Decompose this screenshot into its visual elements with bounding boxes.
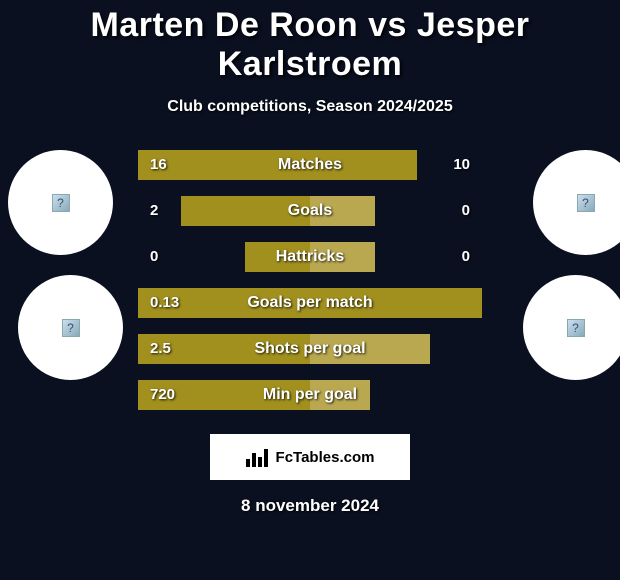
stat-row: Min per goal720 — [138, 380, 482, 410]
bar-track-left — [138, 334, 310, 364]
bar-track-right — [310, 150, 482, 180]
bar-track-left — [138, 150, 310, 180]
bar-right — [310, 150, 417, 180]
credit-badge: FcTables.com — [210, 434, 410, 480]
player1-club-avatar: ? — [18, 275, 123, 380]
subtitle: Club competitions, Season 2024/2025 — [0, 98, 620, 116]
bar-left — [138, 380, 310, 410]
stat-row: Hattricks00 — [138, 242, 482, 272]
bar-track-left — [138, 196, 310, 226]
fctables-logo-icon — [246, 447, 270, 467]
bar-track-left — [138, 242, 310, 272]
credit-text: FcTables.com — [276, 449, 375, 466]
image-placeholder-icon: ? — [62, 319, 80, 337]
bar-right — [310, 242, 375, 272]
stat-row: Goals per match0.13 — [138, 288, 482, 318]
player2-club-avatar: ? — [523, 275, 620, 380]
bar-track-left — [138, 380, 310, 410]
bar-track-left — [138, 288, 310, 318]
bar-right — [310, 196, 375, 226]
bar-track-right — [310, 380, 482, 410]
bar-track-right — [310, 334, 482, 364]
player1-avatar: ? — [8, 150, 113, 255]
bar-right — [310, 380, 370, 410]
bar-track-right — [310, 242, 482, 272]
player2-avatar: ? — [533, 150, 620, 255]
image-placeholder-icon: ? — [577, 194, 595, 212]
stat-row: Shots per goal2.5 — [138, 334, 482, 364]
stat-row: Matches1610 — [138, 150, 482, 180]
bar-left — [138, 288, 310, 318]
chart-area: ? ? ? ? Matches1610 Goals20 Hattricks00 Goa… — [0, 150, 620, 420]
bar-left — [138, 150, 310, 180]
stat-row: Goals20 — [138, 196, 482, 226]
page-title: Marten De Roon vs Jesper Karlstroem — [0, 6, 620, 84]
date-label: 8 november 2024 — [0, 496, 620, 516]
bar-right — [310, 334, 430, 364]
comparison-infographic: Marten De Roon vs Jesper Karlstroem Club… — [0, 0, 620, 580]
image-placeholder-icon: ? — [567, 319, 585, 337]
bar-left — [245, 242, 310, 272]
bar-track-right — [310, 288, 482, 318]
bar-left — [181, 196, 310, 226]
bar-left — [138, 334, 310, 364]
bar-track-right — [310, 196, 482, 226]
stats-list: Matches1610 Goals20 Hattricks00 Goals per m… — [138, 150, 482, 410]
image-placeholder-icon: ? — [52, 194, 70, 212]
bar-right — [310, 288, 482, 318]
